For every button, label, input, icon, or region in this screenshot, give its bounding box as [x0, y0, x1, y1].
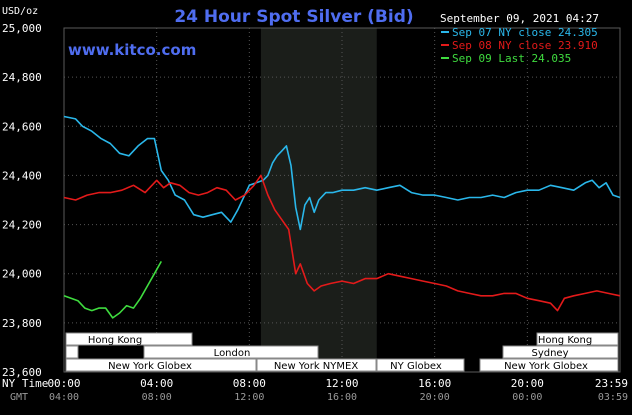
gmt-label: GMT — [10, 392, 28, 403]
ny-time-label: NY Time — [2, 377, 48, 390]
legend-entry: Sep 09 Last 24.035 — [452, 52, 571, 65]
x-tick-label-gmt: 20:00 — [420, 392, 450, 403]
x-tick-label-ny: 12:00 — [325, 377, 358, 390]
x-tick-label-gmt: 16:00 — [327, 392, 357, 403]
session-new-york-globex-left-label: New York Globex — [108, 361, 192, 372]
x-tick-label-gmt: 04:00 — [49, 392, 79, 403]
session-sydney-right — [502, 345, 619, 359]
x-tick-label-ny: 00:00 — [47, 377, 80, 390]
session-hong-kong-right-label: Hong Kong — [538, 335, 592, 346]
session-new-york-nymex — [256, 358, 377, 372]
series-line-3 — [63, 261, 162, 319]
timestamp: September 09, 2021 04:27 — [440, 12, 599, 25]
plot-frame — [63, 27, 621, 373]
session-new-york-globex-right-label: New York Globex — [504, 361, 588, 372]
session-hong-kong-left-label: Hong Kong — [88, 335, 142, 346]
series-line-1 — [63, 115, 621, 231]
y-tick-label: 24,000 — [2, 268, 42, 281]
trading-sessions: Hong Kong London New York Globex New Yor… — [65, 332, 619, 372]
x-tick-label-ny: 20:00 — [511, 377, 544, 390]
y-tick-label: 24,600 — [2, 120, 42, 133]
session-london-label: London — [214, 348, 251, 359]
session-new-york-globex-left — [65, 358, 257, 372]
legend-entry: Sep 07 NY close 24.305 — [452, 26, 598, 39]
x-tick-label-ny: 23:59 — [595, 377, 628, 390]
y-tick-label: 24,200 — [2, 219, 42, 232]
x-tick-label-ny: 08:00 — [233, 377, 266, 390]
session-new-york-globex-right — [479, 358, 619, 372]
y-tick-label: 23,600 — [2, 366, 42, 379]
session-hong-kong-right — [536, 332, 619, 346]
x-tick-label-gmt: 00:00 — [512, 392, 542, 403]
session-sydney-right-label: Sydney — [531, 348, 568, 359]
x-tick-labels: 00:00 04:00 08:00 12:00 16:00 20:00 23:59 04:00… — [47, 377, 628, 403]
x-tick-label-ny: 04:00 — [140, 377, 173, 390]
y-tick-label: 24,800 — [2, 71, 42, 84]
session-new-york-nymex-label: New York NYMEX — [274, 361, 359, 372]
y-tick-label: 23,800 — [2, 317, 42, 330]
y-tick-label: 25,000 — [2, 22, 42, 35]
legend-entry: Sep 08 NY close 23.910 — [452, 39, 598, 52]
chart-title: 24 Hour Spot Silver (Bid) — [174, 7, 413, 27]
site-link[interactable]: www.kitco.com — [68, 41, 196, 59]
session-sydney-left — [65, 345, 79, 359]
x-tick-label-gmt: 08:00 — [142, 392, 172, 403]
y-tick-label: 24,400 — [2, 169, 42, 182]
unit-label: USD/oz — [2, 6, 38, 17]
price-series — [63, 115, 621, 319]
session-ny-globex-label: NY Globex — [390, 361, 442, 372]
session-hong-kong-left — [65, 332, 193, 346]
x-tick-label-gmt: 03:59 — [598, 392, 628, 403]
series-line-2 — [63, 174, 621, 312]
x-tick-label-gmt: 12:00 — [234, 392, 264, 403]
y-tick-labels: 25,000 24,800 24,600 24,400 24,200 24,000 23,8… — [2, 22, 42, 379]
session-london — [143, 345, 319, 359]
session-ny-globex — [376, 358, 465, 372]
x-tick-label-ny: 16:00 — [418, 377, 451, 390]
